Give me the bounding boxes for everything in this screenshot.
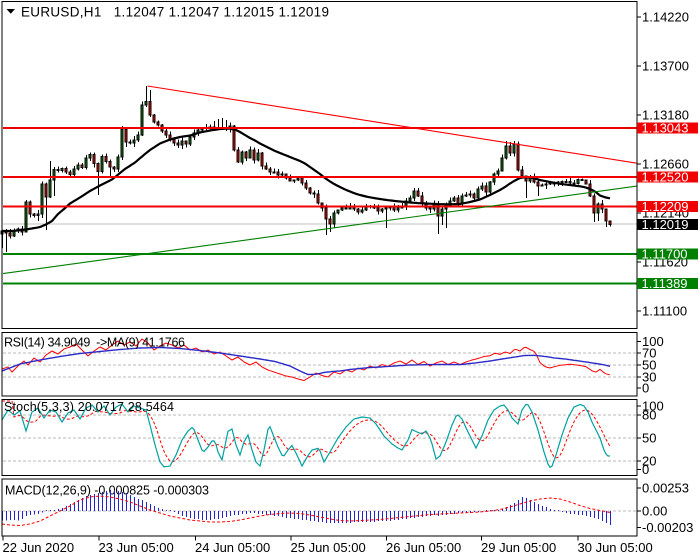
svg-text:100: 100 — [642, 334, 664, 349]
svg-text:1.14220: 1.14220 — [642, 10, 689, 25]
svg-text:29 Jun 05:00: 29 Jun 05:00 — [481, 540, 556, 555]
svg-text:25 Jun 05:00: 25 Jun 05:00 — [291, 540, 366, 555]
svg-text:100: 100 — [642, 399, 664, 414]
svg-text:Stoch(5,3,3) 20.0717 28.5464: Stoch(5,3,3) 20.0717 28.5464 — [4, 400, 174, 414]
svg-text:1.12520: 1.12520 — [642, 170, 689, 185]
svg-text:23 Jun 05:00: 23 Jun 05:00 — [99, 540, 174, 555]
svg-text:1.13180: 1.13180 — [642, 108, 689, 123]
svg-text:0.00253: 0.00253 — [642, 481, 689, 496]
svg-text:26 Jun 05:00: 26 Jun 05:00 — [386, 540, 461, 555]
svg-text:0: 0 — [642, 381, 649, 396]
svg-text:1.11700: 1.11700 — [642, 247, 688, 262]
svg-text:24 Jun 05:00: 24 Jun 05:00 — [195, 540, 270, 555]
svg-text:MACD(12,26,9) -0.000825 -0.000: MACD(12,26,9) -0.000825 -0.000303 — [5, 484, 209, 498]
svg-text:70: 70 — [642, 346, 656, 361]
svg-text:30: 30 — [642, 370, 656, 385]
svg-text:-0.00203: -0.00203 — [642, 520, 693, 535]
svg-text:20: 20 — [642, 454, 656, 469]
svg-text:1.13043: 1.13043 — [642, 121, 689, 136]
svg-text:0: 0 — [642, 462, 649, 477]
svg-text:1.12660: 1.12660 — [642, 157, 689, 172]
svg-text:1.11389: 1.11389 — [642, 276, 688, 291]
svg-text:RSI(14) 34.9049 ->MA(9) 41.17: RSI(14) 34.9049 ->MA(9) 41.1766 — [4, 336, 185, 350]
svg-text:50: 50 — [642, 431, 656, 446]
svg-text:1.12209: 1.12209 — [642, 199, 689, 214]
svg-text:1.11100: 1.11100 — [642, 304, 687, 319]
svg-text:50: 50 — [642, 358, 656, 373]
svg-text:0.00: 0.00 — [642, 504, 667, 519]
svg-text:30 Jun 05:00: 30 Jun 05:00 — [578, 540, 653, 555]
svg-text:1.12019: 1.12019 — [642, 217, 689, 232]
svg-text:EURUSD,H1 1.12047 1.12047 1.: EURUSD,H1 1.12047 1.12047 1.12015 1.1201… — [21, 5, 329, 20]
svg-text:22 Jun 2020: 22 Jun 2020 — [3, 540, 75, 555]
svg-text:1.13700: 1.13700 — [642, 59, 689, 74]
svg-text:80: 80 — [642, 408, 656, 423]
